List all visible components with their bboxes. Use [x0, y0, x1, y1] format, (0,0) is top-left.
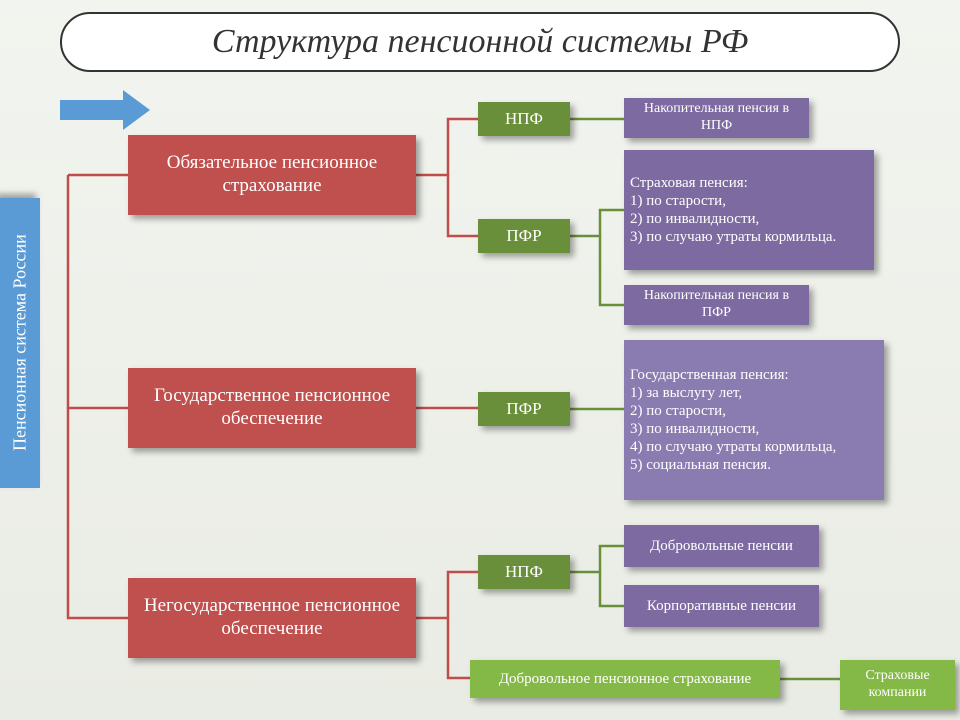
arrow-decor-icon [60, 90, 150, 130]
node-n10: Страховая пенсия:1) по старости,2) по ин… [624, 150, 874, 270]
node-n7: НПФ [478, 555, 570, 589]
node-n15: Страховые компании [840, 660, 955, 710]
node-n6: ПФР [478, 392, 570, 426]
node-n8: Добровольное пенсионное страхование [470, 660, 780, 698]
node-n1: Обязательное пенсионное страхование [128, 135, 416, 215]
diagram-title: Структура пенсионной системы РФ [60, 12, 900, 72]
node-n3: Негосударственное пенсионное обеспечение [128, 578, 416, 658]
node-n14: Корпоративные пенсии [624, 585, 819, 627]
side-label: Пенсионная система России [0, 198, 40, 488]
node-n13: Добровольные пенсии [624, 525, 819, 567]
node-n5: ПФР [478, 219, 570, 253]
node-n2: Государственное пенсионное обеспечение [128, 368, 416, 448]
node-n4: НПФ [478, 102, 570, 136]
diagram-canvas: Структура пенсионной системы РФ Пенсионна… [0, 0, 960, 720]
node-n12: Государственная пенсия:1) за выслугу лет… [624, 340, 884, 500]
node-n9: Накопительная пенсия в НПФ [624, 98, 809, 138]
node-n11: Накопительная пенсия в ПФР [624, 285, 809, 325]
